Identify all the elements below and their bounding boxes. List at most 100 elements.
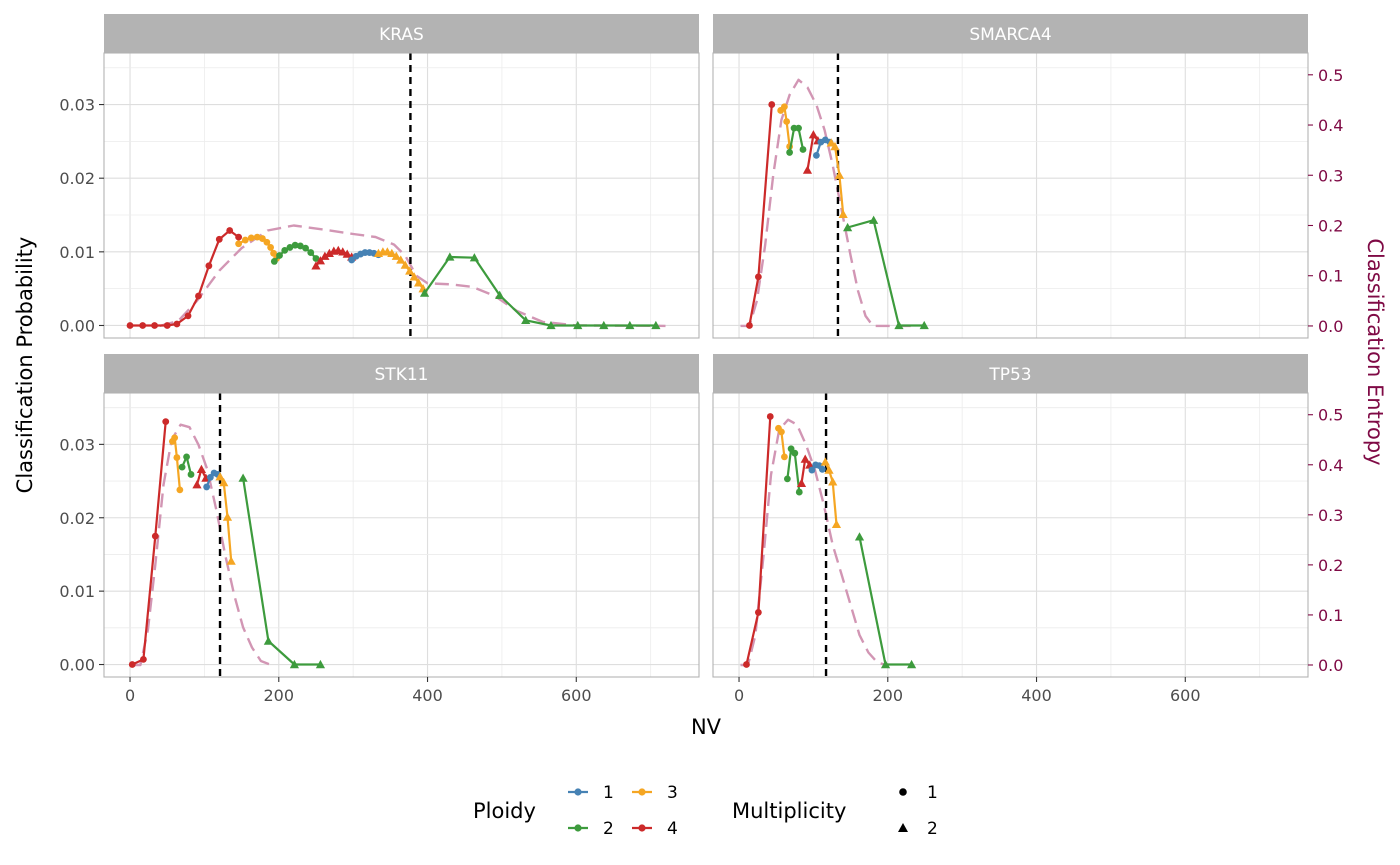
data-point	[226, 227, 234, 234]
legend-multiplicity-items: 12	[898, 783, 938, 839]
data-point	[781, 103, 788, 111]
data-point	[215, 235, 223, 243]
legend-title-multiplicity: Multiplicity	[732, 799, 846, 823]
entropy-curve-smarca4	[740, 78, 918, 328]
data-point	[786, 149, 794, 156]
panels-layer: KRAS0.000.010.020.03SMARCA40.00.10.20.30…	[59, 14, 1343, 705]
panel-smarca4: SMARCA4 0.0 0.1 0.2 0.3 0.4 0.5	[712, 14, 1343, 339]
y-tick-label-right: 0.4	[1318, 116, 1343, 135]
y-axis-left-kras: 0.00 0.01 0.02 0.03	[59, 96, 104, 335]
data-point	[263, 238, 271, 246]
y-tick-label: 0.00	[59, 656, 95, 675]
data-point	[296, 242, 304, 250]
data-point	[754, 273, 762, 281]
x-tick-label: 200	[264, 686, 295, 705]
series-smarca4-ploidy2-mult2	[843, 215, 929, 330]
data-point	[140, 655, 147, 663]
series-smarca4-ploidy4-mult2	[802, 130, 823, 174]
data-point	[215, 472, 225, 481]
data-point	[625, 320, 635, 330]
y-tick-label: 0.00	[59, 316, 95, 335]
data-point	[854, 532, 865, 541]
y-tick-label-right: 0.1	[1318, 267, 1343, 286]
series-kras-ploidy4-mult1	[126, 227, 243, 329]
legend-ploidy-4: 4	[632, 819, 678, 839]
data-point	[219, 477, 229, 487]
data-point	[396, 255, 406, 264]
legend-multiplicity-1: 1	[899, 783, 938, 803]
data-point	[315, 659, 326, 669]
data-point	[651, 320, 661, 330]
legend-label: 4	[667, 819, 678, 839]
series-tp53-ploidy2-mult1	[783, 445, 803, 496]
x-tick-label: 400	[412, 686, 443, 705]
data-point	[196, 464, 207, 474]
data-point	[791, 449, 799, 457]
legend-label: 2	[927, 819, 938, 839]
data-point	[796, 478, 807, 487]
strip-label-kras: KRAS	[379, 25, 424, 45]
data-point	[778, 428, 785, 436]
data-point	[276, 252, 283, 259]
data-point	[746, 322, 753, 329]
legend-key-triangle	[898, 823, 908, 832]
data-point	[173, 320, 181, 328]
data-point	[348, 256, 356, 264]
data-point	[783, 475, 791, 483]
y-tick-label: 0.03	[59, 96, 95, 115]
data-point	[869, 215, 879, 224]
data-point	[126, 322, 134, 329]
panel-border-tp53	[712, 392, 1309, 678]
y-tick-label-right: 0.4	[1318, 456, 1343, 475]
series-tp53-ploidy4-mult2	[796, 454, 815, 487]
data-point	[838, 209, 848, 218]
data-point	[286, 244, 294, 251]
series-line	[423, 255, 656, 327]
data-point	[253, 233, 261, 241]
data-point	[781, 453, 788, 461]
series-line	[745, 416, 772, 665]
data-point	[307, 249, 315, 256]
y-tick-label-right: 0.0	[1318, 317, 1343, 336]
data-point	[783, 118, 791, 125]
legend-key-circle	[899, 788, 907, 796]
data-point	[546, 320, 556, 330]
y-axis-right-tp53: 0.0 0.1 0.2 0.3 0.4 0.5	[1308, 406, 1343, 675]
data-point	[203, 483, 211, 491]
panel-stk11: STK11 0.00 0.01 0.02 0.03 0 200 400 600	[59, 354, 700, 705]
data-point	[843, 222, 853, 232]
series-line	[847, 219, 925, 327]
x-tick-label: 0	[734, 686, 744, 705]
series-kras-ploidy3-mult1	[235, 233, 280, 262]
y-tick-label-right: 0.0	[1318, 656, 1343, 675]
legend-ploidy-3: 3	[632, 783, 678, 803]
grid-kras	[104, 53, 699, 338]
strip-stk11	[104, 354, 699, 393]
data-point	[128, 661, 136, 668]
series-stk11-ploidy1-mult1	[203, 469, 222, 491]
y-axis-right-smarca4: 0.0 0.1 0.2 0.3 0.4 0.5	[1308, 66, 1343, 336]
data-point	[222, 512, 233, 521]
data-point	[831, 519, 842, 529]
series-tp53-ploidy1-mult1	[808, 461, 826, 474]
data-point	[171, 434, 179, 442]
data-point	[469, 253, 479, 262]
data-point	[139, 322, 147, 329]
data-point	[521, 315, 531, 325]
legend-label: 1	[603, 783, 614, 803]
data-point	[342, 249, 352, 258]
legend-label: 1	[927, 783, 938, 803]
data-point	[919, 320, 929, 330]
x-tick-label: 200	[873, 686, 904, 705]
legend-key-point	[574, 824, 582, 832]
series-line	[242, 477, 321, 666]
y-tick-label-right: 0.2	[1318, 556, 1343, 575]
data-point	[311, 261, 321, 270]
series-smarca4-ploidy2-mult1	[786, 124, 807, 156]
data-point	[163, 322, 171, 329]
data-point	[414, 278, 424, 287]
series-stk11-ploidy2-mult2	[238, 473, 326, 669]
series-line	[171, 436, 181, 491]
y-tick-label-right: 0.2	[1318, 216, 1343, 235]
